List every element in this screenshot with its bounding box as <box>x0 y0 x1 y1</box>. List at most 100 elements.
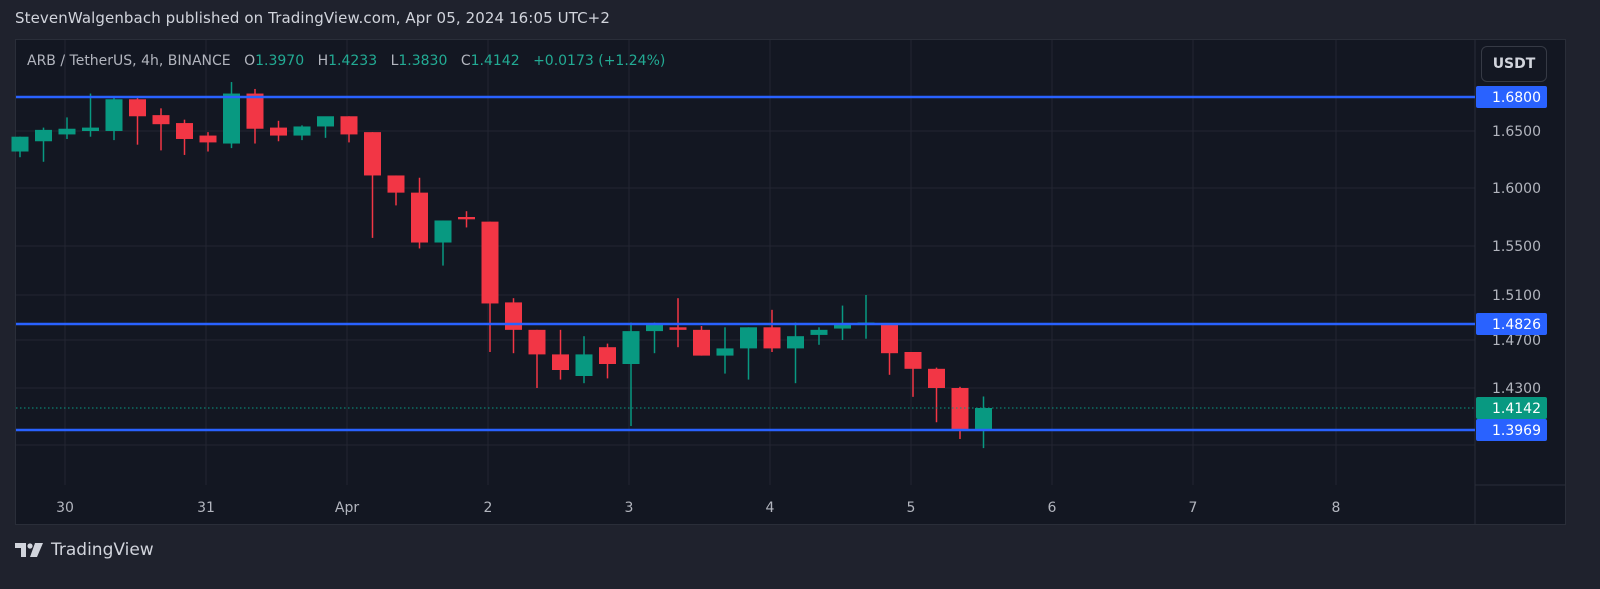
change-value: +0.0173 (+1.24%) <box>533 53 666 69</box>
price-tick-label: 1.4700 <box>1492 333 1541 349</box>
candle-body <box>740 327 757 349</box>
candle-body <box>881 323 898 354</box>
time-axis[interactable]: 30 31 Apr 2 3 4 5 6 7 8 <box>56 500 1340 516</box>
line-price-badge <box>1476 86 1547 108</box>
candle <box>528 329 546 388</box>
candle <box>763 309 781 352</box>
candle <box>82 93 99 137</box>
close-label: C <box>460 53 471 69</box>
candle <box>293 125 311 141</box>
candle <box>904 352 922 397</box>
candle <box>928 367 945 423</box>
price-tick-label: 1.5100 <box>1492 288 1541 304</box>
time-tick-label: 3 <box>625 500 634 516</box>
candle <box>317 116 334 138</box>
price-tick-label: 1.6000 <box>1492 181 1541 197</box>
price-tick-label: 1.4300 <box>1492 381 1541 397</box>
time-tick-label: 6 <box>1048 500 1057 516</box>
candles <box>11 82 992 449</box>
candle-body <box>693 329 710 356</box>
candle <box>481 221 499 352</box>
candle <box>787 322 804 384</box>
candle-body <box>481 221 499 304</box>
candle-body <box>105 99 123 131</box>
candle <box>458 211 475 228</box>
candle-body <box>364 132 381 176</box>
candle-body <box>904 352 922 369</box>
candle-body <box>716 348 734 356</box>
candle <box>129 97 146 145</box>
candle-body <box>810 329 828 335</box>
candle <box>740 327 757 380</box>
candle <box>646 322 663 354</box>
line-price-badge <box>1476 313 1547 335</box>
open-value: 1.3970 <box>255 53 305 69</box>
candle-body <box>223 93 240 144</box>
close-value: 1.4142 <box>470 53 520 69</box>
candle <box>35 127 52 162</box>
candle-body <box>951 388 969 430</box>
time-tick-label: 8 <box>1332 500 1341 516</box>
candle-body <box>293 126 311 136</box>
candle-body <box>129 99 146 117</box>
candle-body <box>176 123 193 139</box>
candle-body <box>340 116 358 135</box>
candle <box>58 117 76 139</box>
currency-button[interactable]: USDT <box>1481 46 1547 82</box>
candle <box>693 326 710 356</box>
candle-body <box>622 331 640 364</box>
line-price-badge <box>1476 419 1547 441</box>
line-price-badge-text: 1.3969 <box>1492 423 1541 439</box>
chart-pane[interactable] <box>15 39 1566 525</box>
tradingview-logo[interactable]: TradingView <box>15 540 154 560</box>
candle <box>364 132 381 238</box>
candle <box>575 336 593 384</box>
candle <box>881 323 898 375</box>
candle <box>669 298 687 348</box>
price-axis[interactable]: 1.6500 1.6000 1.5500 1.5100 1.4700 1.4300 1.68… <box>1476 86 1547 441</box>
time-tick-label: 31 <box>197 500 215 516</box>
time-tick-label: Apr <box>335 500 359 516</box>
candle <box>11 136 29 158</box>
candle <box>434 220 452 266</box>
candle-body <box>646 324 663 332</box>
high-value: 1.4233 <box>328 53 378 69</box>
tradingview-logo-icon <box>15 543 43 557</box>
candle <box>716 327 734 374</box>
candle <box>105 97 123 141</box>
symbol-title[interactable]: ARB / TetherUS, 4h, BINANCE <box>27 53 231 69</box>
candle-body <box>82 127 99 131</box>
candle-body <box>199 135 217 143</box>
line-price-badge-text: 1.6800 <box>1492 90 1541 106</box>
price-tick-label: 1.6500 <box>1492 124 1541 140</box>
candle <box>810 327 828 345</box>
candle <box>975 396 992 449</box>
candle <box>340 116 358 143</box>
candle-body <box>975 408 992 430</box>
candle <box>199 132 217 152</box>
candle <box>622 322 640 427</box>
open-label: O <box>244 53 256 69</box>
candle-body <box>387 175 405 193</box>
candle-body <box>763 327 781 349</box>
candle-body <box>528 329 546 355</box>
line-price-badge-text: 1.4826 <box>1492 317 1541 333</box>
low-value: 1.3830 <box>398 53 448 69</box>
candle-body <box>11 136 29 152</box>
candle <box>270 120 287 142</box>
candle-body <box>35 129 52 142</box>
horizontal-lines[interactable] <box>16 95 1475 432</box>
last-price-badge-text: 1.4142 <box>1492 401 1541 417</box>
brand-name: TradingView <box>51 540 154 560</box>
price-tick-label: 1.5500 <box>1492 239 1541 255</box>
low-label: L <box>390 53 399 69</box>
candle-body <box>552 354 569 370</box>
candle-body <box>505 302 522 330</box>
candle-body <box>669 327 687 330</box>
candle-body <box>458 217 475 220</box>
candle-body <box>834 323 851 329</box>
candle-body <box>58 128 76 135</box>
candle-body <box>246 93 264 129</box>
candle-body <box>575 354 593 376</box>
